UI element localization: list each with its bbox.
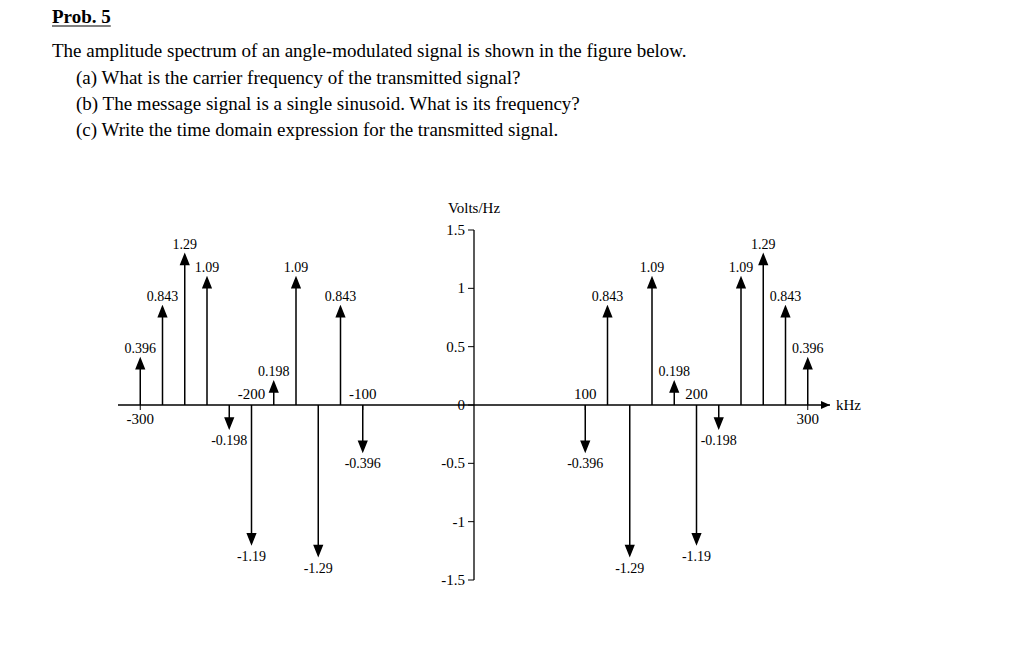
stem <box>581 405 589 451</box>
stem <box>270 382 278 405</box>
x-tick-label: 100 <box>574 386 597 402</box>
stem <box>292 278 300 405</box>
y-tick <box>468 346 474 347</box>
y-tick-label: 1.5 <box>446 222 465 238</box>
y-tick <box>468 580 474 581</box>
stem <box>737 278 745 405</box>
stem <box>337 307 345 405</box>
stem <box>314 405 322 556</box>
y-tick <box>468 288 474 289</box>
x-axis-label: kHz <box>836 397 861 413</box>
data-label: -1.29 <box>304 561 333 576</box>
x-tick-label: -300 <box>127 411 155 427</box>
stem <box>804 359 812 405</box>
x-tick-label: 200 <box>685 386 708 402</box>
data-label: 0.843 <box>770 289 802 304</box>
data-label: 1.09 <box>729 260 754 275</box>
data-label: 1.29 <box>173 237 198 252</box>
question: (c) Write the time domain expression for… <box>76 119 558 141</box>
problem-title: Prob. 5 <box>52 6 111 27</box>
x-tick-label: 300 <box>797 411 820 427</box>
stem <box>225 405 233 428</box>
stem <box>626 405 634 556</box>
y-tick <box>468 521 474 522</box>
x-tick <box>140 405 141 410</box>
data-label: 1.09 <box>195 260 220 275</box>
data-label: 0.843 <box>592 289 624 304</box>
stems <box>136 255 812 556</box>
stem <box>604 307 612 405</box>
stem <box>648 278 656 405</box>
stem <box>693 405 701 544</box>
page: Prob. 5 The amplitude spectrum of an angl… <box>0 0 1024 652</box>
stem <box>670 382 678 405</box>
y-tick-label: -0.5 <box>441 455 465 471</box>
stem <box>359 405 367 451</box>
y-tick-label: 0.5 <box>446 339 465 355</box>
y-axis-label: Volts/Hz <box>448 200 501 216</box>
title-underline <box>52 25 111 26</box>
stem <box>159 307 167 405</box>
stem <box>715 405 723 428</box>
problem-text: The amplitude spectrum of an angle-modul… <box>52 40 687 61</box>
y-tick <box>468 405 474 406</box>
data-label: 0.843 <box>325 289 357 304</box>
data-label: 1.09 <box>640 260 665 275</box>
data-label: 0.396 <box>792 341 824 356</box>
data-label: 0.843 <box>147 289 179 304</box>
data-label: -1.19 <box>682 549 711 564</box>
x-tick <box>807 405 808 410</box>
data-label: 0.198 <box>258 364 290 379</box>
data-label: -1.19 <box>237 549 266 564</box>
x-tick-label: -200 <box>238 386 266 402</box>
x-tick-label: -100 <box>349 386 377 402</box>
x-axis <box>118 404 830 405</box>
data-label: -0.396 <box>567 456 603 471</box>
stem <box>203 278 211 405</box>
y-tick-label: -1 <box>453 514 466 530</box>
stem <box>136 359 144 405</box>
question: (b) The message signal is a single sinus… <box>76 93 580 115</box>
stem <box>782 307 790 405</box>
data-label: 0.198 <box>659 364 691 379</box>
data-label: 1.29 <box>751 237 776 252</box>
data-label: -0.396 <box>345 456 381 471</box>
data-label: -1.29 <box>615 561 644 576</box>
stem <box>181 255 189 406</box>
question: (a) What is the carrier frequency of the… <box>76 67 520 89</box>
y-tick-label: 1 <box>458 280 466 296</box>
y-tick-label: -1.5 <box>441 572 465 588</box>
y-tick <box>468 230 474 231</box>
stem <box>759 255 767 406</box>
stem <box>248 405 256 544</box>
x-axis-arrow <box>821 401 830 409</box>
data-label: 0.396 <box>125 341 157 356</box>
data-label: -0.198 <box>701 433 737 448</box>
y-tick <box>468 463 474 464</box>
data-label: 1.09 <box>284 260 309 275</box>
data-label: -0.198 <box>211 433 247 448</box>
y-tick-label: 0 <box>458 397 466 413</box>
